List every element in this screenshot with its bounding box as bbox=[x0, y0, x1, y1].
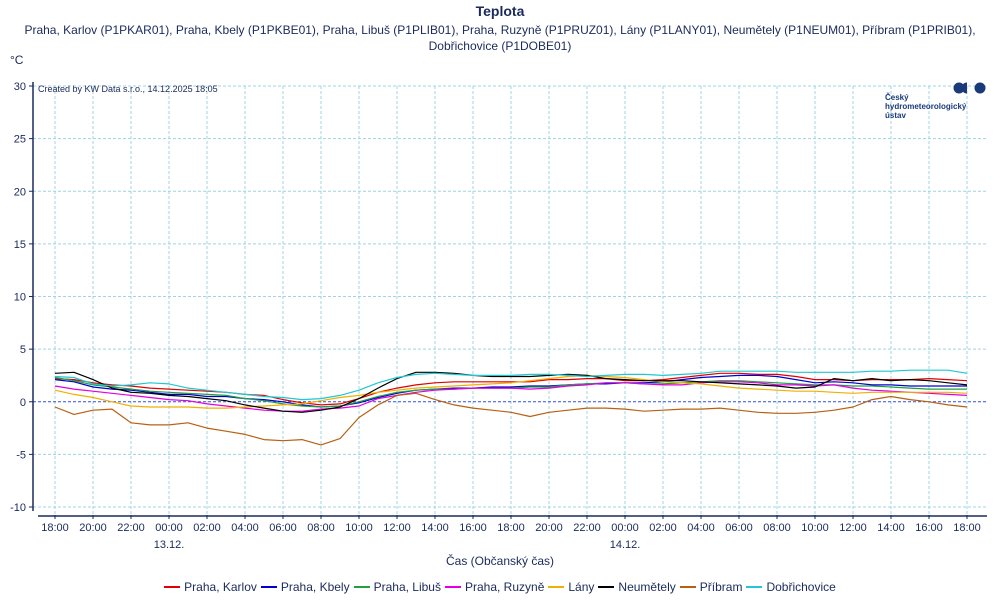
series-line-lany bbox=[54, 374, 968, 409]
x-tick-label: 04:00 bbox=[231, 522, 259, 534]
x-tick-label: 00:00 bbox=[611, 522, 639, 534]
x-tick-label: 10:00 bbox=[801, 522, 829, 534]
legend-item-praha-ruzyne[interactable]: Praha, Ruzyně bbox=[444, 580, 545, 594]
logo-line-2: hydrometeorologický bbox=[885, 102, 967, 111]
x-tick-label: 00:00 bbox=[155, 522, 183, 534]
x-tick-label: 04:00 bbox=[687, 522, 715, 534]
y-tick-label: 10 bbox=[14, 292, 26, 304]
legend-swatch bbox=[746, 585, 763, 588]
y-tick-label: 30 bbox=[14, 81, 26, 93]
legend-label: Neumětely bbox=[618, 580, 676, 594]
y-tick-labels: 30 25 20 15 10 5 0 -5 -10 bbox=[10, 81, 26, 514]
x-tick-label: 14:00 bbox=[877, 522, 905, 534]
x-tick-label: 18:00 bbox=[497, 522, 525, 534]
legend-swatch bbox=[548, 585, 565, 588]
legend-label: Praha, Ruzyně bbox=[464, 580, 545, 594]
legend-item-neumetely[interactable]: Neumětely bbox=[598, 580, 676, 594]
legend-item-dobrichovice[interactable]: Dobřichovice bbox=[746, 580, 836, 594]
y-tick-label: 25 bbox=[14, 134, 26, 146]
legend: Praha, Karlov Praha, Kbely Praha, Libuš Pra… bbox=[0, 580, 1000, 594]
x-tick-labels: 18:00 20:00 22:00 00:00 13.12. 02:00 04:00 06:0… bbox=[41, 522, 981, 551]
y-axis-unit: °C bbox=[10, 53, 24, 67]
legend-item-praha-karlov[interactable]: Praha, Karlov bbox=[164, 580, 257, 594]
y-tick-label: 15 bbox=[14, 239, 26, 251]
y-tick-label: 5 bbox=[20, 344, 26, 356]
x-tick-label: 06:00 bbox=[725, 522, 753, 534]
legend-swatch bbox=[444, 585, 461, 588]
x-tick-label: 22:00 bbox=[117, 522, 145, 534]
x-tick-label: 16:00 bbox=[915, 522, 943, 534]
x-tick-label: 16:00 bbox=[459, 522, 487, 534]
series-lines bbox=[54, 369, 968, 446]
series-line-dobrichovice bbox=[54, 369, 968, 401]
legend-swatch bbox=[598, 585, 615, 588]
x-tick-label: 12:00 bbox=[839, 522, 867, 534]
series-line-pribram bbox=[54, 392, 968, 446]
x-tick-label: 08:00 bbox=[763, 522, 791, 534]
x-tick-label: 10:00 bbox=[345, 522, 373, 534]
chmi-logo-icon bbox=[953, 82, 986, 94]
legend-label: Praha, Kbely bbox=[280, 580, 350, 594]
legend-item-praha-kbely[interactable]: Praha, Kbely bbox=[260, 580, 350, 594]
legend-swatch bbox=[679, 585, 696, 588]
logo-line-1: Český bbox=[885, 93, 909, 102]
logo-line-3: ústav bbox=[885, 111, 906, 120]
chart-title: Teplota bbox=[475, 3, 525, 19]
x-tick-label: 12:00 bbox=[383, 522, 411, 534]
x-tick-label: 18:00 bbox=[953, 522, 981, 534]
y-tick-label: 20 bbox=[14, 186, 26, 198]
legend-label: Lány bbox=[568, 580, 595, 594]
x-axis-label: Čas (Občanský čas) bbox=[445, 554, 555, 568]
x-tick-label: 20:00 bbox=[79, 522, 107, 534]
y-tick-label: 0 bbox=[20, 397, 26, 409]
series-line-praha-karlov bbox=[54, 372, 968, 406]
series-line-praha-kbely bbox=[54, 374, 967, 408]
y-tick-label: -5 bbox=[16, 449, 26, 461]
legend-label: Dobřichovice bbox=[766, 580, 836, 594]
legend-swatch bbox=[260, 585, 277, 588]
x-tick-label: 02:00 bbox=[193, 522, 221, 534]
x-tick-label: 06:00 bbox=[269, 522, 297, 534]
legend-label: Praha, Libuš bbox=[373, 580, 441, 594]
x-tick-label: 18:00 bbox=[41, 522, 69, 534]
grid bbox=[33, 85, 987, 515]
legend-item-pribram[interactable]: Příbram bbox=[679, 580, 743, 594]
y-tick-label: -10 bbox=[10, 502, 26, 514]
x-tick-label: 20:00 bbox=[535, 522, 563, 534]
legend-swatch bbox=[164, 585, 181, 588]
chart-subtitle: Praha, Karlov (P1PKAR01), Praha, Kbely (… bbox=[24, 23, 976, 53]
x-tick-label: 22:00 bbox=[573, 522, 601, 534]
series-line-neumetely bbox=[54, 371, 968, 413]
legend-label: Příbram bbox=[699, 580, 743, 594]
x-tick-label: 08:00 bbox=[307, 522, 335, 534]
x-tick-label: 14:00 bbox=[421, 522, 449, 534]
x-date-label: 14.12. bbox=[610, 539, 641, 551]
x-date-label: 13.12. bbox=[154, 539, 185, 551]
legend-label: Praha, Karlov bbox=[184, 580, 257, 594]
legend-swatch bbox=[353, 585, 370, 588]
axes bbox=[29, 82, 987, 519]
credit-text: Created by KW Data s.r.o., 14.12.2025 18… bbox=[38, 84, 218, 94]
x-tick-label: 02:00 bbox=[649, 522, 677, 534]
legend-item-praha-libus[interactable]: Praha, Libuš bbox=[353, 580, 441, 594]
legend-item-lany[interactable]: Lány bbox=[548, 580, 594, 594]
series-line-praha-ruzyne bbox=[54, 381, 968, 412]
